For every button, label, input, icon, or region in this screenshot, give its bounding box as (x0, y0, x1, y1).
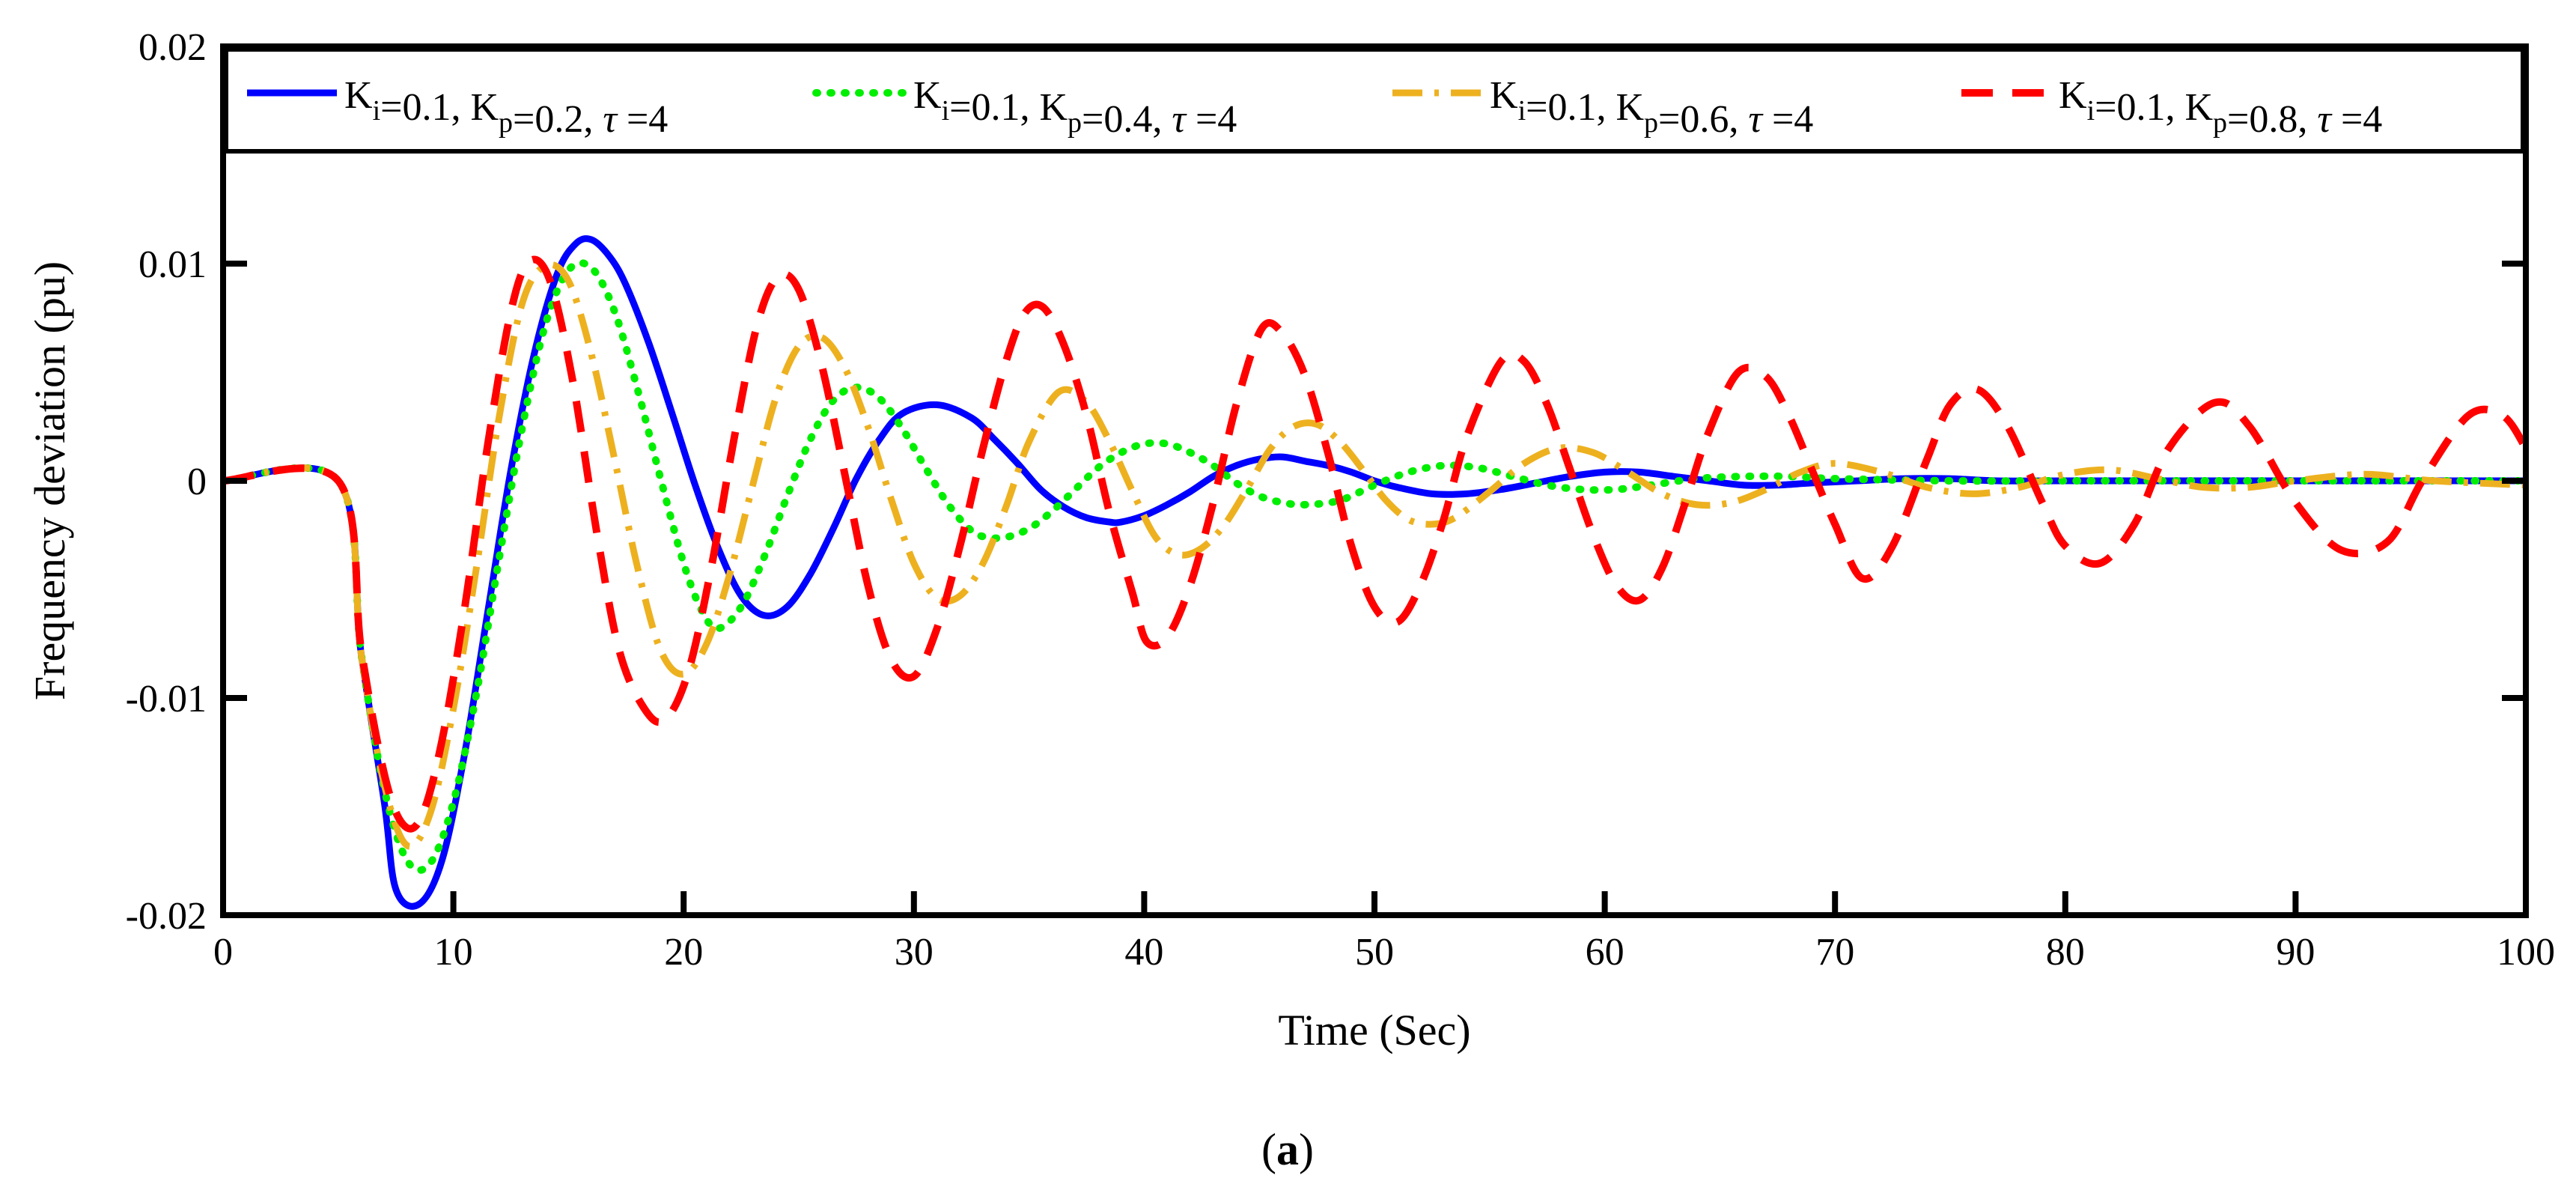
x-tick-label: 60 (1586, 931, 1625, 974)
legend-box (224, 47, 2525, 154)
y-tick-label: -0.02 (126, 895, 207, 938)
x-axis-label: Time (Sec) (1278, 1006, 1470, 1054)
legend-text-part: K (470, 86, 499, 129)
legend-text-part: p (1068, 107, 1082, 139)
caption-close: ) (1299, 1125, 1314, 1174)
series-lines (223, 235, 2526, 910)
legend-text-part: K (2059, 74, 2087, 117)
legend-text-part: =0.1, (1526, 86, 1616, 129)
legend-text-part: =0.6, (1658, 98, 1748, 141)
legend-text-part: =0.2, (513, 98, 603, 141)
legend-label-4: Ki=0.1, Kp=0.8, τ =4 (2059, 74, 2382, 141)
legend-text-part: =4 (1186, 98, 1237, 141)
y-tick-label: 0.02 (138, 26, 207, 69)
legend-text-part: p (499, 107, 513, 139)
x-tick-label: 20 (664, 931, 703, 974)
legend-text-part: K (913, 74, 942, 117)
x-tick-label: 50 (1355, 931, 1394, 974)
legend-text-part: =0.1, (380, 86, 470, 129)
legend-text-part: p (1644, 107, 1658, 139)
x-tick-label: 30 (895, 931, 934, 974)
x-tick-label: 100 (2497, 931, 2555, 974)
x-tick-label: 40 (1124, 931, 1163, 974)
y-tick-label: 0.01 (138, 243, 207, 286)
legend-text-part: i (2087, 95, 2095, 127)
legend: Ki=0.1, Kp=0.2, τ =4Ki=0.1, Kp=0.4, τ =4… (224, 47, 2525, 154)
legend-text-part: i (942, 95, 950, 127)
x-tick-label: 0 (213, 931, 233, 974)
y-tick-label: 0 (187, 461, 207, 503)
legend-text-part: τ (603, 98, 618, 141)
caption-open: ( (1261, 1125, 1276, 1174)
caption-letter: a (1276, 1125, 1299, 1174)
figure-caption: (a) (1261, 1125, 1314, 1174)
series-line-3 (223, 261, 2526, 850)
legend-label-3: Ki=0.1, Kp=0.6, τ =4 (1490, 74, 1813, 141)
x-tick-label: 70 (1815, 931, 1854, 974)
y-tick-label: -0.01 (126, 678, 207, 720)
legend-text-part: =0.1, (949, 86, 1039, 129)
legend-text-part: K (1490, 74, 1518, 117)
legend-label-1: Ki=0.1, Kp=0.2, τ =4 (344, 74, 668, 141)
legend-text-part: τ (1172, 98, 1187, 141)
x-tick-label: 10 (434, 931, 473, 974)
legend-text-part: p (2213, 107, 2227, 139)
legend-text-part: =4 (617, 98, 668, 141)
x-tick-label: 80 (2046, 931, 2085, 974)
legend-text-part: =4 (1762, 98, 1813, 141)
legend-text-part: τ (2317, 98, 2333, 141)
legend-text-part: =4 (2331, 98, 2382, 141)
legend-text-part: =0.8, (2227, 98, 2317, 141)
legend-text-part: K (344, 74, 373, 117)
legend-text-part: K (2184, 86, 2213, 129)
x-tick-label: 90 (2276, 931, 2315, 974)
legend-text-part: =0.4, (1082, 98, 1172, 141)
legend-text-part: i (1518, 95, 1526, 127)
legend-text-part: i (373, 95, 381, 127)
legend-text-part: K (1616, 86, 1644, 129)
legend-text-part: K (1039, 86, 1068, 129)
series-line-1 (223, 235, 2526, 910)
legend-label-2: Ki=0.1, Kp=0.4, τ =4 (913, 74, 1237, 141)
legend-text-part: =0.1, (2095, 86, 2184, 129)
series-line-4 (223, 255, 2526, 833)
legend-text-part: τ (1748, 98, 1764, 141)
y-axis-label: Frequency deviation (pu) (25, 261, 74, 700)
